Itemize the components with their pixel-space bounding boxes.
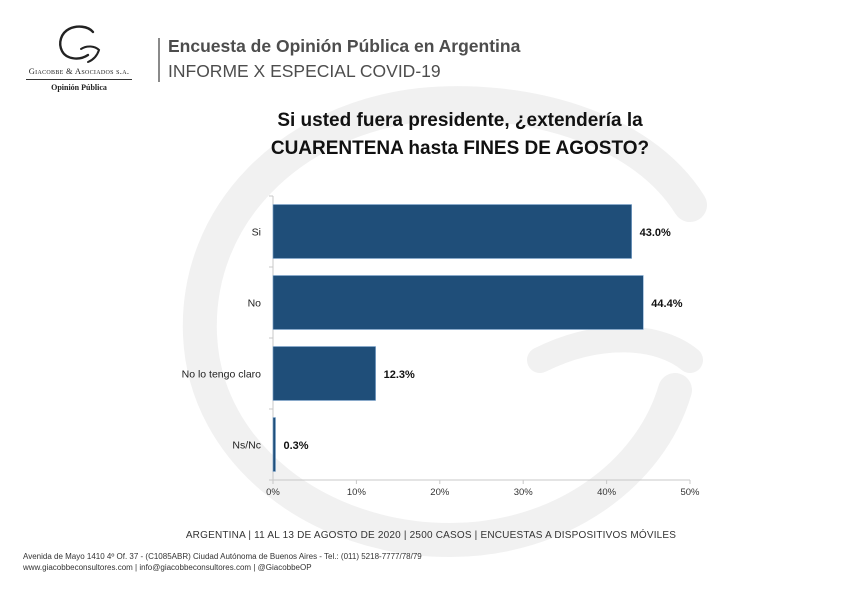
company-logo: Giacobbe & Asociados s.a. Opinión Públic… <box>20 24 138 92</box>
bar <box>272 417 276 472</box>
header-divider <box>158 38 160 82</box>
address-line: Avenida de Mayo 1410 4º Of. 37 - (C1085A… <box>23 552 422 561</box>
x-tick-label: 10% <box>347 487 367 498</box>
x-tick-label: 40% <box>597 487 617 498</box>
x-tick-label: 30% <box>514 487 534 498</box>
x-tick-label: 20% <box>430 487 450 498</box>
category-label: No lo tengo claro <box>182 369 262 381</box>
bar <box>272 275 644 330</box>
question-line-1: Si usted fuera presidente, ¿extendería l… <box>277 110 643 131</box>
data-label: 0.3% <box>284 440 309 452</box>
category-label: Ns/Nc <box>232 440 261 452</box>
x-tick-label: 0% <box>266 487 280 498</box>
data-label: 44.4% <box>651 298 682 310</box>
category-label: No <box>248 298 262 310</box>
logo-divider <box>26 79 132 80</box>
report-title: Encuesta de Opinión Pública en Argentina <box>168 36 521 56</box>
bar <box>272 346 376 401</box>
company-name: Giacobbe & Asociados s.a. <box>28 66 130 76</box>
bar <box>272 204 632 259</box>
question-line-2: CUARENTENA hasta FINES DE AGOSTO? <box>270 138 650 159</box>
report-subtitle: INFORME X ESPECIAL COVID-19 <box>168 61 441 81</box>
study-info: ARGENTINA | 11 AL 13 DE AGOSTO DE 2020 |… <box>185 530 677 541</box>
category-label: Si <box>252 227 261 239</box>
contact-line: www.giacobbeconsultores.com | info@giaco… <box>23 563 312 572</box>
giacobbe-logo-icon <box>59 25 101 63</box>
data-label: 12.3% <box>384 369 415 381</box>
company-unit: Opinión Pública <box>51 83 107 92</box>
data-label: 43.0% <box>640 227 671 239</box>
x-tick-label: 50% <box>680 487 700 498</box>
